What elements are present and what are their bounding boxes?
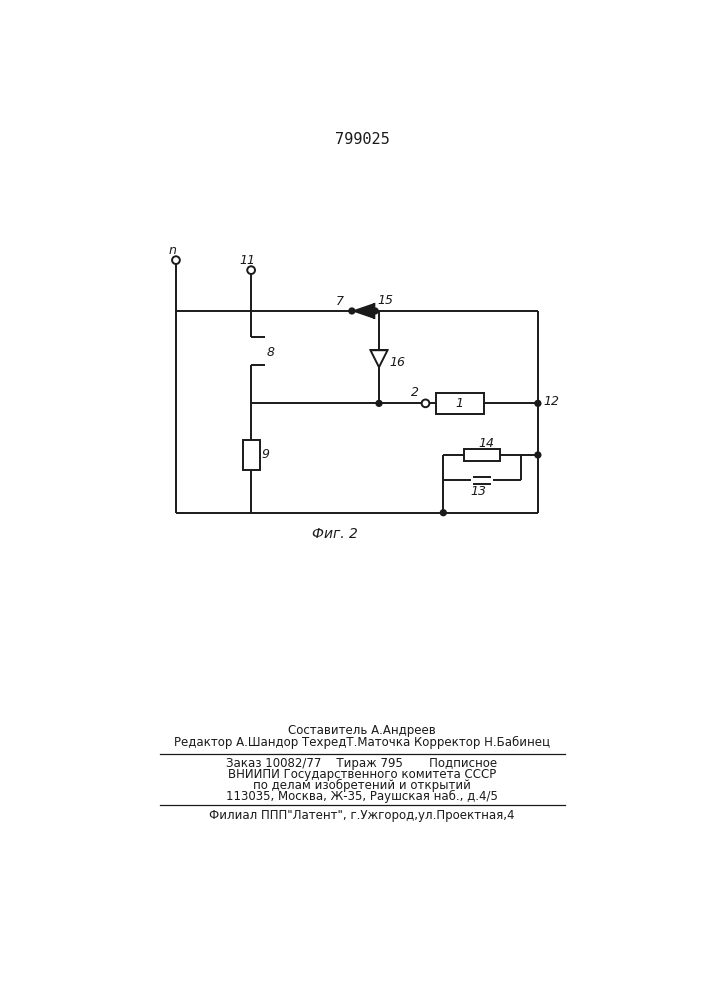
Circle shape (349, 308, 355, 314)
Text: Заказ 10082/77    Тираж 795       Подписное: Заказ 10082/77 Тираж 795 Подписное (226, 757, 498, 770)
Text: 14: 14 (478, 437, 494, 450)
Text: Составитель А.Андреев: Составитель А.Андреев (288, 724, 436, 737)
Text: 1: 1 (455, 397, 464, 410)
Bar (464, 449, 500, 461)
Text: по делам изобретений и открытий: по делам изобретений и открытий (253, 779, 471, 792)
Text: 16: 16 (389, 356, 405, 369)
Text: 8: 8 (267, 346, 274, 359)
Text: 11: 11 (239, 254, 255, 267)
Polygon shape (370, 350, 387, 367)
Circle shape (376, 400, 382, 406)
Text: 13: 13 (470, 485, 486, 498)
Bar (436, 393, 484, 414)
Polygon shape (354, 304, 374, 318)
Text: n: n (168, 244, 176, 257)
Text: 7: 7 (336, 295, 344, 308)
Circle shape (440, 510, 446, 516)
Text: 12: 12 (543, 395, 559, 408)
Circle shape (372, 308, 378, 314)
Text: 799025: 799025 (334, 132, 390, 147)
Circle shape (535, 452, 541, 458)
Text: 9: 9 (261, 448, 269, 461)
Text: Редактор А.Шандор ТехредТ.Маточка Корректор Н.Бабинец: Редактор А.Шандор ТехредТ.Маточка Коррек… (174, 736, 550, 749)
Text: 2: 2 (411, 386, 419, 399)
Circle shape (535, 400, 541, 406)
Circle shape (172, 256, 180, 264)
Text: Фиг. 2: Фиг. 2 (312, 527, 358, 541)
Circle shape (421, 400, 429, 407)
Text: 113035, Москва, Ж-35, Раушская наб., д.4/5: 113035, Москва, Ж-35, Раушская наб., д.4… (226, 790, 498, 803)
Text: ВНИИПИ Государственного комитета СССР: ВНИИПИ Государственного комитета СССР (228, 768, 496, 781)
Text: 15: 15 (378, 294, 394, 307)
Circle shape (247, 266, 255, 274)
Text: Филиал ППП"Латент", г.Ужгород,ул.Проектная,4: Филиал ППП"Латент", г.Ужгород,ул.Проектн… (209, 809, 515, 822)
Bar (243, 440, 259, 470)
